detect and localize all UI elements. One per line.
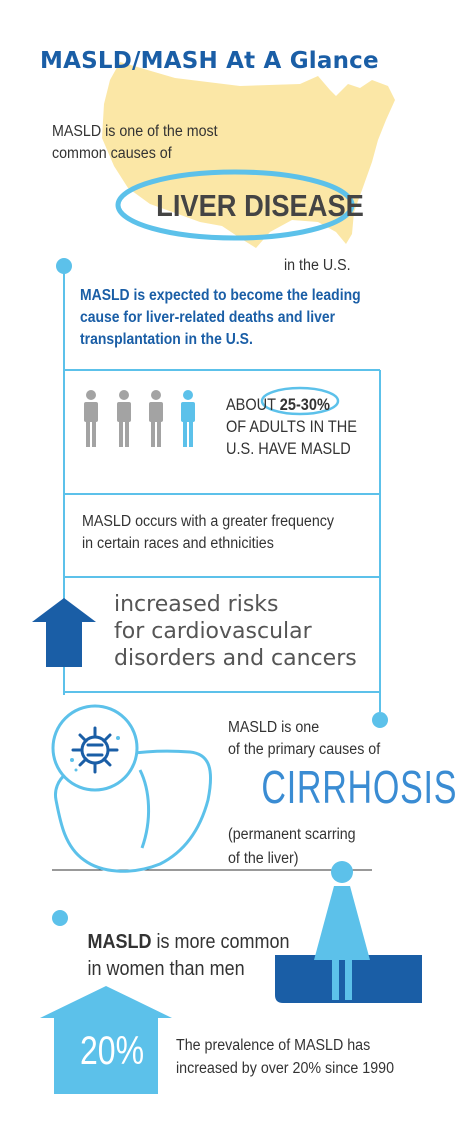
cirrhosis-definition: (permanent scarring of the liver) [228,826,356,867]
people-figures [84,390,195,447]
intro-text: MASLD is one of the most common causes o… [52,123,218,162]
cirrhosis-intro: MASLD is one of the primary causes of [228,719,381,758]
us-map-shape [102,62,395,248]
liver-outline [54,749,212,873]
timeline-dot-1 [56,258,72,274]
liver-disease-heading: LIVER DISEASE [156,188,364,223]
cirrhosis-heading: CIRRHOSIS [261,761,458,813]
prevalence-text: The prevalence of MASLD has increased by… [176,1037,394,1077]
risks-text: increased risks for cardiovascular disor… [114,592,357,671]
timeline-dot-2 [372,712,388,728]
page-title: MASLD/MASH At A Glance [40,48,379,74]
percent-oval [260,386,340,416]
adults-percent: 25-30% [279,396,330,414]
liver-lobe-line [138,769,150,849]
prevalence-arrow [40,986,172,1094]
timeline-dot-3 [52,910,68,926]
liver-disease-oval [115,169,355,241]
adults-stat: ABOUT 25-30% OF ADULTS IN THE U.S. HAVE … [226,396,357,458]
races-text: MASLD occurs with a greater frequency in… [82,513,335,552]
location-text: in the U.S. [284,257,351,274]
virus-icon [71,726,119,774]
women-text: MASLD is more common in women than men [87,931,290,980]
leading-cause-statement: MASLD is expected to become the leading … [80,287,361,348]
increase-arrow [32,598,96,667]
prevalence-badge: 20% [80,1029,145,1073]
virus-circle [51,704,139,792]
woman-figure-icon [314,861,370,1000]
